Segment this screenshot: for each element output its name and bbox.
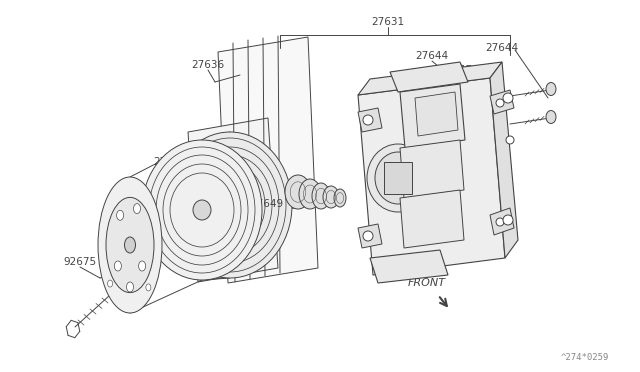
Ellipse shape (142, 140, 262, 280)
Ellipse shape (312, 183, 330, 209)
Ellipse shape (108, 280, 113, 287)
Polygon shape (400, 84, 465, 148)
Polygon shape (490, 90, 514, 114)
Text: 27644: 27644 (485, 43, 518, 53)
Polygon shape (400, 140, 464, 198)
Text: 27631: 27631 (371, 17, 404, 27)
Circle shape (363, 231, 373, 241)
Circle shape (496, 218, 504, 226)
Polygon shape (218, 37, 318, 283)
Text: 27636: 27636 (191, 60, 225, 70)
Polygon shape (370, 250, 448, 283)
Text: 27649: 27649 (250, 199, 284, 209)
Polygon shape (490, 62, 518, 258)
Ellipse shape (106, 198, 154, 293)
Circle shape (363, 115, 373, 125)
Polygon shape (188, 118, 278, 282)
Ellipse shape (193, 200, 211, 220)
Ellipse shape (323, 186, 339, 208)
Text: 92672: 92672 (173, 241, 207, 251)
Ellipse shape (367, 144, 429, 212)
Text: 92675: 92675 (63, 257, 97, 267)
Polygon shape (384, 162, 412, 194)
Polygon shape (358, 78, 505, 275)
Polygon shape (390, 62, 468, 92)
Ellipse shape (168, 132, 292, 278)
Circle shape (503, 215, 513, 225)
Ellipse shape (98, 177, 162, 313)
Ellipse shape (546, 83, 556, 96)
Ellipse shape (546, 110, 556, 124)
Polygon shape (358, 62, 502, 95)
Ellipse shape (134, 203, 141, 214)
Ellipse shape (127, 282, 134, 292)
Text: ^274*0259: ^274*0259 (561, 353, 609, 362)
Ellipse shape (146, 284, 151, 291)
Ellipse shape (375, 152, 421, 204)
Text: 27633: 27633 (154, 157, 187, 167)
Ellipse shape (139, 261, 146, 271)
Ellipse shape (125, 237, 136, 253)
Ellipse shape (285, 175, 311, 209)
Circle shape (506, 136, 514, 144)
Text: FRONT: FRONT (408, 278, 446, 288)
Ellipse shape (115, 261, 122, 271)
Polygon shape (358, 108, 382, 132)
Text: 27647: 27647 (440, 65, 472, 75)
Ellipse shape (116, 210, 124, 220)
Polygon shape (490, 208, 514, 235)
Polygon shape (415, 92, 458, 136)
Text: 27644: 27644 (415, 51, 449, 61)
Ellipse shape (334, 189, 346, 207)
Circle shape (496, 99, 504, 107)
Circle shape (503, 93, 513, 103)
Polygon shape (358, 224, 382, 248)
Polygon shape (400, 190, 464, 248)
Ellipse shape (299, 179, 321, 209)
